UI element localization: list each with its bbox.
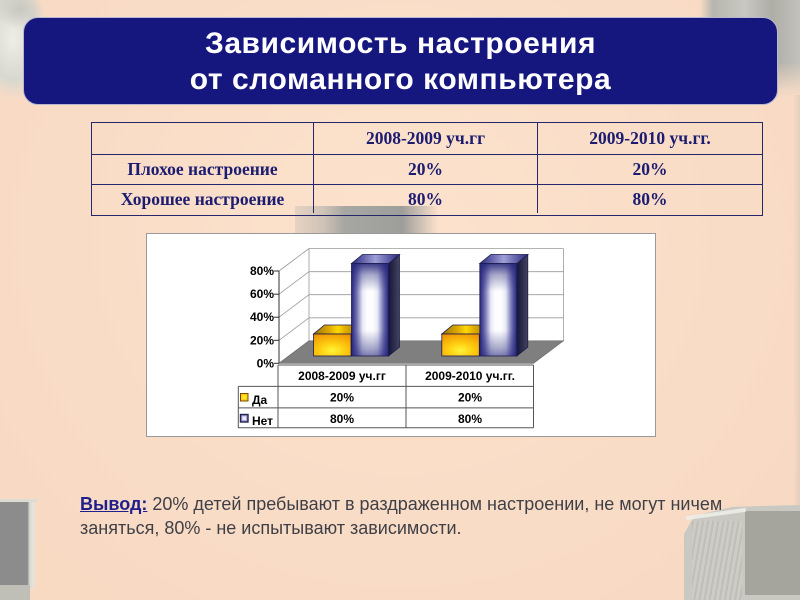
svg-text:2009-2010 уч.гг.: 2009-2010 уч.гг.: [425, 369, 515, 383]
svg-text:40%: 40%: [250, 310, 274, 324]
svg-text:80%: 80%: [458, 412, 482, 426]
svg-text:20%: 20%: [458, 391, 482, 405]
svg-text:Да: Да: [252, 393, 268, 407]
svg-text:80%: 80%: [330, 412, 354, 426]
svg-text:60%: 60%: [250, 287, 274, 301]
svg-text:20%: 20%: [250, 333, 274, 347]
svg-text:2008-2009 уч.гг: 2008-2009 уч.гг: [298, 369, 386, 383]
svg-text:80%: 80%: [250, 264, 274, 278]
svg-text:Нет: Нет: [252, 414, 273, 428]
svg-text:20%: 20%: [330, 391, 354, 405]
svg-text:0%: 0%: [257, 356, 275, 370]
